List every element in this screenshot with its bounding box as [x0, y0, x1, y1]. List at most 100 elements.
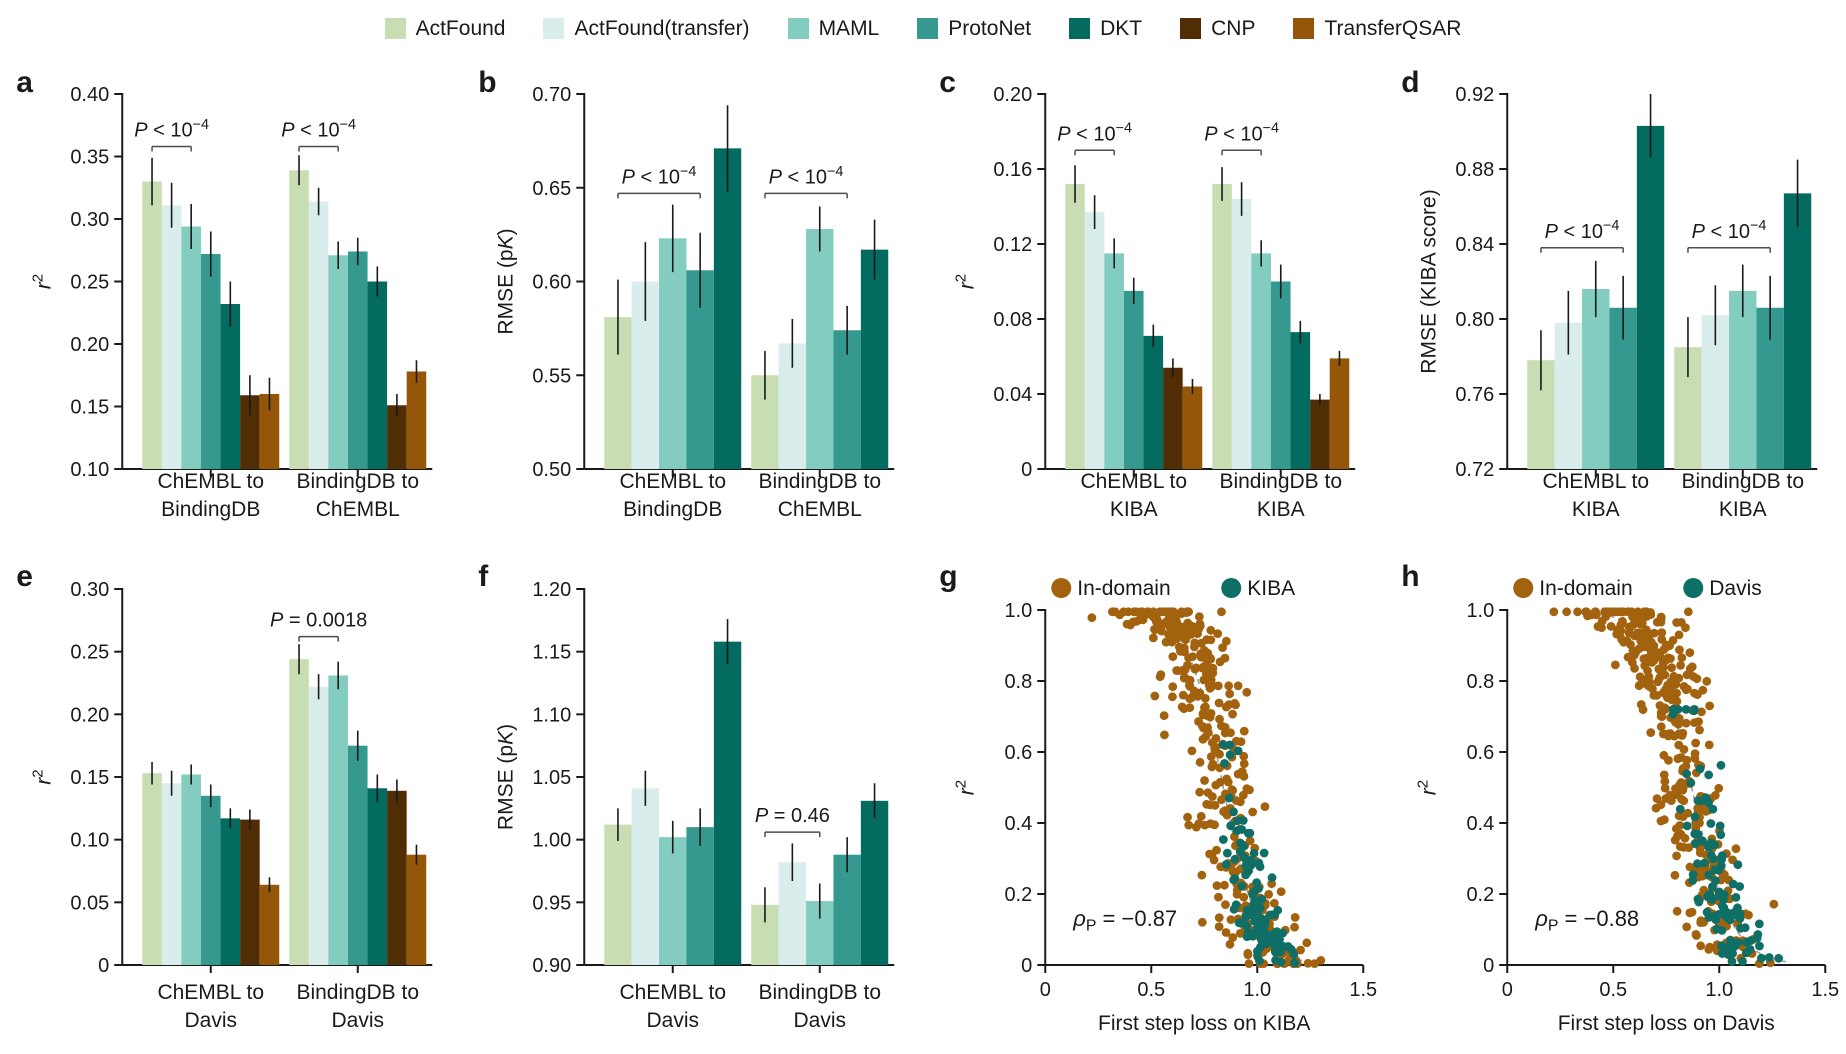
legend-swatch-icon: [1293, 17, 1315, 39]
legend-item-maml: MAML: [787, 17, 879, 39]
x-category-label: Davis: [331, 1009, 384, 1032]
axes-a: 0.10 0.15 0.20 0.25 0.30 0.35 0.40 r2 ChEMBL to B…: [29, 84, 433, 521]
scatter-point: [1252, 878, 1262, 887]
legend-dot-icon: [1051, 578, 1072, 598]
scatter-point: [1215, 714, 1224, 724]
y-tick-label: 0.80: [1455, 309, 1494, 331]
x-category-label: Davis: [646, 1009, 699, 1032]
panel-e-chart: 0 0.05 0.10 0.15 0.20 0.25 0.30 r2 ChEMBL to Davi…: [16, 560, 433, 1032]
scatter-point: [1087, 613, 1097, 623]
bar-CNP: [387, 405, 407, 469]
scatter-points-davis: [1668, 705, 1783, 966]
legend-item-dkt: DKT: [1069, 17, 1142, 39]
scatter-point: [1201, 732, 1211, 742]
x-tick-label: 0: [1040, 979, 1051, 1001]
bar-ActFound(transfer): [308, 201, 329, 469]
x-axis-label: First step loss on KIBA: [1098, 1012, 1310, 1035]
p-value-label: P < 10−4: [281, 117, 356, 142]
scatter-point: [1245, 785, 1254, 795]
bar-DKT: [1783, 193, 1811, 469]
scatter-point: [1768, 899, 1778, 909]
bar-DKT: [220, 304, 241, 469]
bar-ActFound: [289, 659, 309, 965]
bar-DKT: [1143, 335, 1164, 469]
scatter-point: [1631, 610, 1640, 620]
bar-ActFound(transfer): [631, 788, 659, 965]
y-tick-label: 0.88: [1455, 159, 1494, 181]
scatter-point: [1674, 630, 1683, 640]
bar-MAML: [1104, 253, 1124, 469]
y-tick-label: 0: [1021, 955, 1032, 977]
scatter-point: [1234, 918, 1244, 928]
y-tick-label: 0.15: [70, 397, 109, 419]
scatter-point: [1276, 957, 1286, 967]
scatter-point: [1572, 607, 1582, 617]
bars-c: [1065, 165, 1350, 469]
x-tick-label: 0: [1501, 979, 1512, 1001]
scatter-point: [1196, 811, 1206, 821]
scatter-point: [1668, 709, 1677, 719]
axes-f: 0.90 0.95 1.00 1.05 1.10 1.15 1.20 RMSE (pK) ChE…: [494, 579, 894, 1032]
scatter-point: [1259, 919, 1269, 929]
x-category-label: ChEMBL to: [1542, 470, 1649, 493]
correlation-label: ρP = −0.88: [1534, 906, 1639, 934]
scatter-point: [1752, 930, 1762, 939]
x-axis-label: First step loss on Davis: [1557, 1012, 1774, 1035]
scatter-point: [1194, 819, 1204, 828]
scatter-point: [1687, 907, 1696, 917]
scatter-point: [1672, 906, 1682, 916]
scatter-point: [1229, 807, 1238, 817]
y-tick-label: 0.55: [532, 365, 571, 387]
y-tick-label: 0.35: [70, 147, 109, 169]
bar-TransferQSAR: [259, 884, 280, 965]
scatter-point: [1645, 728, 1655, 737]
x-tick-label: 1.5: [1811, 979, 1839, 1001]
scatter-point: [1681, 705, 1690, 714]
scatter-point: [1248, 900, 1258, 910]
bars-b: [603, 105, 888, 469]
scatter-point: [1660, 783, 1670, 793]
scatter-point: [1672, 696, 1681, 706]
scatter-point: [1264, 890, 1274, 899]
x-category-label: KIBA: [1571, 498, 1619, 521]
scatter-point: [1208, 663, 1218, 673]
panel-letter: e: [16, 560, 33, 593]
scatter-point: [1702, 892, 1712, 901]
scatter-point: [1740, 923, 1750, 933]
scatter-point: [1254, 858, 1264, 868]
scatter-point: [1152, 615, 1162, 625]
scatter-point: [1658, 750, 1668, 760]
scatter-point: [1196, 649, 1205, 659]
scatter-point: [1637, 632, 1647, 642]
scatter-point: [1236, 737, 1246, 747]
scatter-point: [1732, 860, 1742, 870]
scatter-point: [1230, 854, 1240, 864]
bar-ActFound: [603, 824, 632, 965]
scatter-point: [1183, 661, 1192, 670]
y-tick-label: 0.2: [1466, 884, 1494, 906]
scatter-point: [1303, 958, 1313, 968]
p-value-label: P < 10−4: [1544, 218, 1619, 243]
scatter-point: [1206, 819, 1215, 829]
scatter-legend-label: In-domain: [1077, 577, 1170, 600]
scatter-point: [1716, 941, 1726, 951]
panel-letter: f: [478, 560, 489, 593]
scatter-point: [1199, 723, 1208, 733]
y-tick-label: 0.90: [532, 955, 571, 977]
scatter-legend-label: Davis: [1709, 577, 1762, 600]
scatter-point: [1734, 882, 1744, 891]
y-tick-label: 0.65: [532, 178, 571, 200]
scatter-point: [1242, 932, 1252, 942]
y-tick-label: 0.6: [1004, 742, 1032, 764]
scatter-point: [1229, 875, 1239, 885]
scatter-point: [1636, 700, 1646, 709]
scatter-point: [1656, 722, 1666, 732]
scatter-point: [1129, 607, 1139, 617]
scatter-point: [1218, 643, 1227, 652]
bar-MAML: [658, 238, 686, 469]
scatter-point: [1689, 829, 1699, 839]
scatter-point: [1211, 780, 1221, 790]
trend-line: [1599, 613, 1787, 963]
y-tick-label: 0.84: [1455, 234, 1494, 256]
scatter-point: [1212, 881, 1222, 890]
